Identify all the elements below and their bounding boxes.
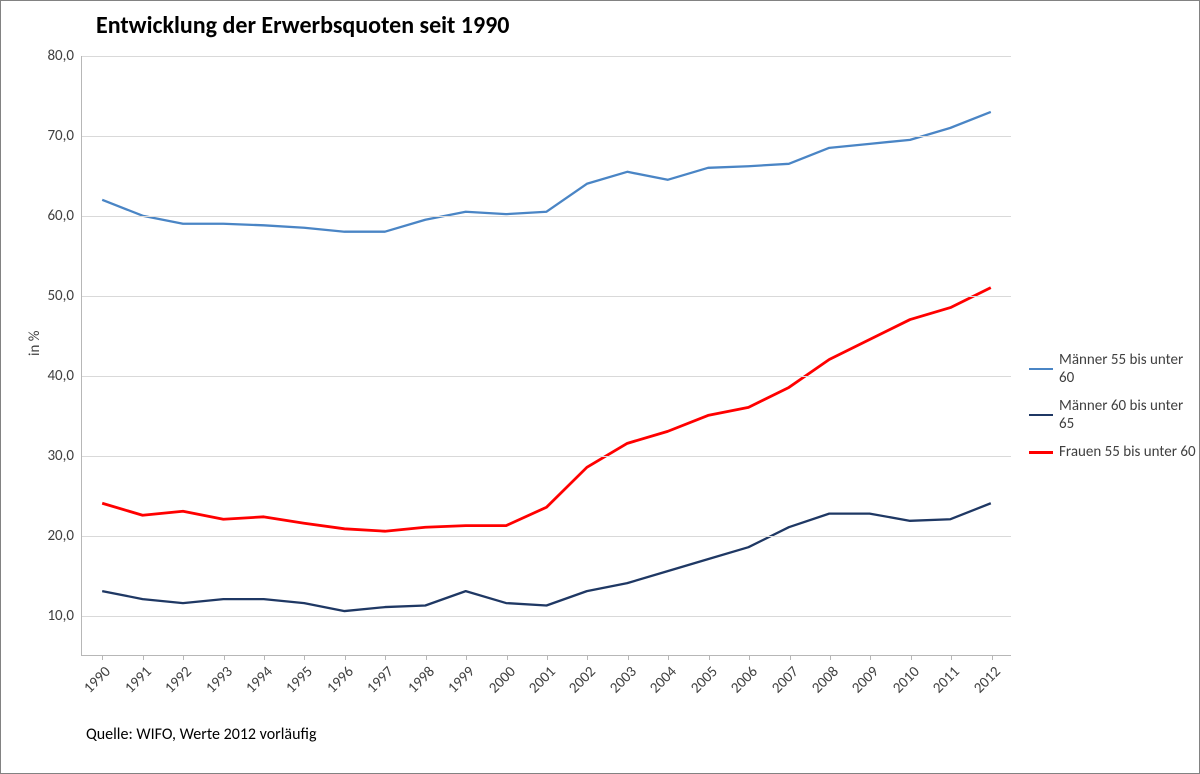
gridline xyxy=(82,376,1011,377)
x-tick-label: 1990 xyxy=(81,663,115,697)
x-tick-mark xyxy=(992,655,993,660)
x-tick-mark xyxy=(426,655,427,660)
legend-item: Männer 55 bis unter 60 xyxy=(1029,351,1199,387)
legend-label: Frauen 55 bis unter 60 xyxy=(1059,443,1196,461)
x-tick-label: 2000 xyxy=(485,663,519,697)
x-tick-mark xyxy=(264,655,265,660)
series-line xyxy=(102,288,991,532)
x-tick-label: 2002 xyxy=(566,663,600,697)
x-tick-label: 1998 xyxy=(404,663,438,697)
y-tick-label: 30,0 xyxy=(47,447,74,465)
x-tick-label: 2005 xyxy=(687,663,721,697)
x-tick-mark xyxy=(547,655,548,660)
y-axis-label: in % xyxy=(26,331,44,356)
x-tick-mark xyxy=(951,655,952,660)
y-tick-label: 40,0 xyxy=(47,367,74,385)
y-tick-label: 70,0 xyxy=(47,127,74,145)
x-tick-mark xyxy=(911,655,912,660)
legend-swatch xyxy=(1029,451,1053,454)
x-tick-mark xyxy=(830,655,831,660)
x-tick-mark xyxy=(507,655,508,660)
gridline xyxy=(82,296,1011,297)
x-tick-mark xyxy=(183,655,184,660)
x-tick-label: 2009 xyxy=(849,663,883,697)
legend-label: Männer 55 bis unter 60 xyxy=(1059,351,1199,387)
legend: Männer 55 bis unter 60 Männer 60 bis unte… xyxy=(1029,351,1199,471)
x-tick-mark xyxy=(790,655,791,660)
legend-label: Männer 60 bis unter 65 xyxy=(1059,397,1199,433)
gridline xyxy=(82,616,1011,617)
x-tick-label: 2006 xyxy=(728,663,762,697)
gridline xyxy=(82,536,1011,537)
x-tick-mark xyxy=(749,655,750,660)
x-tick-mark xyxy=(385,655,386,660)
x-tick-mark xyxy=(466,655,467,660)
gridline xyxy=(82,56,1011,57)
x-tick-label: 1999 xyxy=(445,663,479,697)
x-tick-mark xyxy=(870,655,871,660)
gridline xyxy=(82,216,1011,217)
y-tick-label: 20,0 xyxy=(47,527,74,545)
legend-swatch xyxy=(1029,368,1053,370)
x-tick-mark xyxy=(628,655,629,660)
x-tick-label: 2004 xyxy=(647,663,681,697)
y-tick-label: 10,0 xyxy=(47,607,74,625)
y-tick-label: 80,0 xyxy=(47,47,74,65)
x-tick-label: 1995 xyxy=(283,663,317,697)
x-tick-label: 2008 xyxy=(809,663,843,697)
x-tick-mark xyxy=(345,655,346,660)
gridline xyxy=(82,456,1011,457)
x-tick-label: 1997 xyxy=(364,663,398,697)
legend-item: Frauen 55 bis unter 60 xyxy=(1029,443,1199,461)
x-tick-label: 2012 xyxy=(970,663,1004,697)
legend-swatch xyxy=(1029,414,1053,416)
x-tick-mark xyxy=(587,655,588,660)
x-tick-mark xyxy=(304,655,305,660)
series-line xyxy=(102,112,991,232)
x-tick-mark xyxy=(224,655,225,660)
x-tick-label: 2011 xyxy=(930,663,964,697)
x-tick-label: 2001 xyxy=(525,663,559,697)
chart-lines xyxy=(82,56,1011,655)
y-tick-label: 50,0 xyxy=(47,287,74,305)
x-tick-label: 1996 xyxy=(323,663,357,697)
x-tick-mark xyxy=(709,655,710,660)
x-tick-mark xyxy=(668,655,669,660)
chart-container: Entwicklung der Erwerbsquoten seit 1990 … xyxy=(0,0,1200,774)
x-tick-label: 2003 xyxy=(606,663,640,697)
y-tick-label: 60,0 xyxy=(47,207,74,225)
chart-title: Entwicklung der Erwerbsquoten seit 1990 xyxy=(96,11,509,40)
x-tick-label: 2010 xyxy=(889,663,923,697)
source-text: Quelle: WIFO, Werte 2012 vorläufig xyxy=(86,725,316,744)
x-tick-mark xyxy=(102,655,103,660)
legend-item: Männer 60 bis unter 65 xyxy=(1029,397,1199,433)
x-tick-label: 1993 xyxy=(202,663,236,697)
x-tick-label: 1991 xyxy=(121,663,155,697)
x-tick-mark xyxy=(143,655,144,660)
x-tick-label: 1994 xyxy=(242,663,276,697)
gridline xyxy=(82,136,1011,137)
x-tick-label: 1992 xyxy=(162,663,196,697)
plot-area: 10,020,030,040,050,060,070,080,019901991… xyxy=(81,56,1011,656)
x-tick-label: 2007 xyxy=(768,663,802,697)
